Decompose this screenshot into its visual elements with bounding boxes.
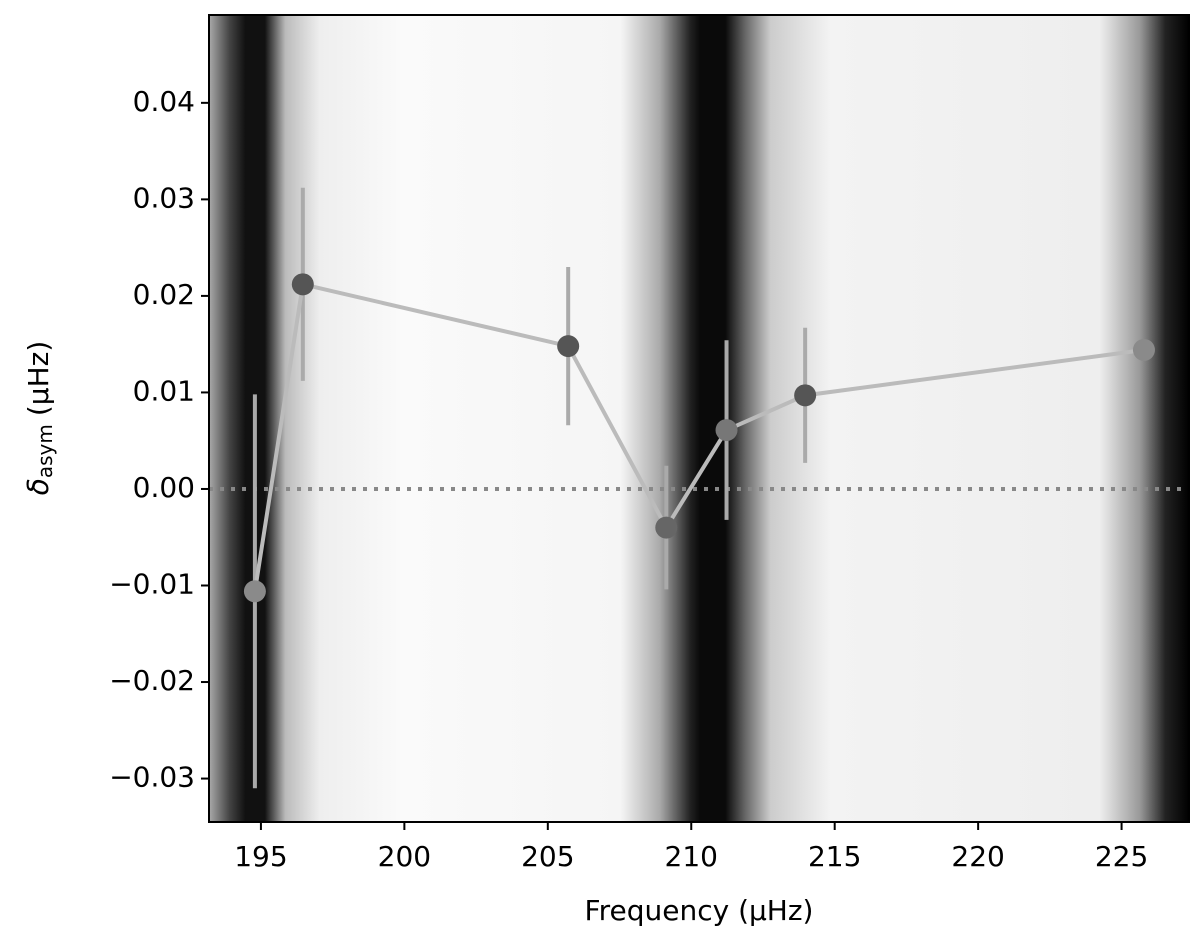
y-tick-label: 0.04 — [133, 85, 195, 118]
x-axis-label: Frequency (μHz) — [585, 894, 814, 927]
y-tick-label: 0.03 — [133, 181, 195, 214]
x-tick-label: 195 — [234, 840, 287, 873]
y-label-unit: (μHz) — [22, 341, 55, 416]
y-label-symbol: δ — [22, 478, 55, 495]
data-point — [1132, 338, 1155, 361]
y-tick-label: −0.03 — [109, 761, 195, 794]
x-tick-label: 200 — [378, 840, 431, 873]
x-tick-label: 210 — [665, 840, 718, 873]
y-tick-label: 0.01 — [133, 374, 195, 407]
x-tick-label: 215 — [808, 840, 861, 873]
x-tick-label: 225 — [1095, 840, 1148, 873]
y-axis-label: δasym (μHz) — [22, 341, 57, 496]
y-label-subscript: asym — [33, 424, 57, 478]
y-tick-label: −0.01 — [109, 567, 195, 600]
x-tick-label: 205 — [521, 840, 574, 873]
plot-frame — [208, 14, 1190, 823]
data-point — [243, 580, 266, 603]
x-tick-label: 220 — [951, 840, 1004, 873]
data-point — [715, 419, 738, 442]
data-point — [655, 516, 678, 539]
y-tick-label: 0.02 — [133, 278, 195, 311]
y-tick-label: −0.02 — [109, 664, 195, 697]
data-point — [794, 384, 817, 407]
background-image — [209, 15, 1189, 822]
y-tick-label: 0.00 — [133, 471, 195, 504]
data-point — [557, 335, 580, 358]
data-point — [291, 273, 314, 296]
